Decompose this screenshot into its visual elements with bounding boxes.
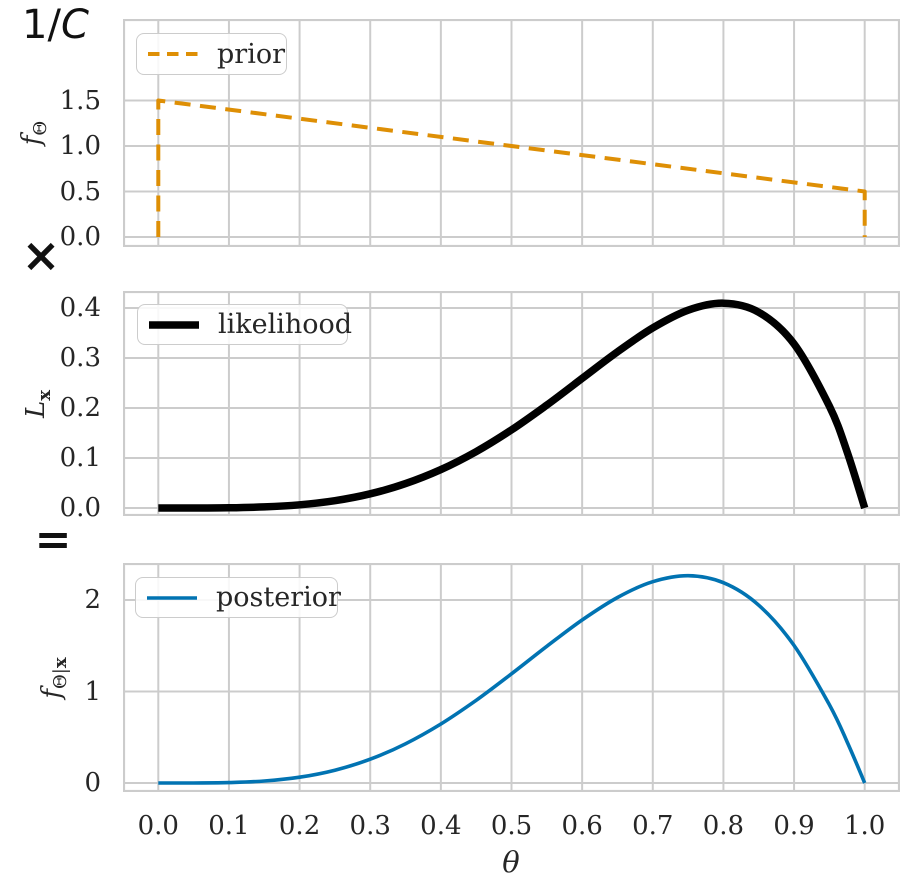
x-tick-label: 0.6 [561,811,603,841]
multiply-operator: × [21,228,61,282]
x-axis-label: θ [502,845,520,879]
y-axis-label-subscript-bold: x [50,656,71,668]
x-tick-label: 0.4 [420,811,462,841]
axes-border [123,291,900,516]
x-tick-label: 0.9 [773,811,815,841]
legend-prior: prior [136,33,287,75]
x-tick-label: 0.2 [278,811,321,841]
y-axis-label-main: L [21,400,51,418]
legend-label: posterior [216,582,341,613]
y-axis-label-main: f [17,135,47,146]
y-tick-label: 1 [84,676,101,707]
x-tick-label: 1.0 [844,811,886,841]
y-tick-label: 0.1 [59,443,101,473]
legend-line-sample [148,52,198,56]
y-axis-label-likelihood: Lx [21,390,55,418]
y-axis-label-subscript-bold: x [34,389,55,401]
y-tick-label: 0.0 [59,493,101,523]
x-tick-label: 0.5 [490,811,533,841]
y-tick-label: 0.5 [59,176,101,207]
y-tick-label: 0 [84,768,101,798]
normalizer-plain: 1/ [22,2,61,48]
y-tick-label: 1.0 [59,131,101,161]
likelihood-panel [123,291,900,516]
posterior-curve [158,573,867,785]
y-axis-label-prior: fΘ [17,121,51,146]
y-axis-label-subscript: Θ| [50,667,71,689]
legend-likelihood: likelihood [137,304,352,345]
y-axis-label-posterior: fΘ|x [37,657,71,699]
legend-label: likelihood [218,309,353,340]
y-tick-label: 0.2 [59,393,101,423]
equals-operator: = [34,514,72,566]
legend-line-sample [147,595,197,600]
x-tick-label: 0.8 [702,811,745,841]
normalizer-annotation: 1/C [22,2,89,48]
prior-curve [156,98,867,237]
axes-border [123,563,900,792]
likelihood-curve [158,299,869,512]
y-tick-label: 0.0 [59,222,101,252]
x-tick-label: 0.7 [632,811,674,841]
normalizer-constant: C [60,2,89,48]
y-tick-label: 2 [84,585,101,615]
y-tick-label: 0.3 [59,343,101,373]
x-tick-label: 0.1 [208,811,250,841]
y-tick-label: 0.4 [59,293,101,323]
axes-border [123,19,900,247]
prior-panel [123,19,900,247]
y-axis-label-subscript: Θ [30,120,51,136]
legend-line-sample [149,320,199,329]
x-tick-label: 0.0 [137,811,179,841]
y-tick-label: 1.5 [59,85,101,116]
legend-label: prior [217,38,285,70]
legend-posterior: posterior [135,577,341,618]
x-tick-label: 0.3 [349,811,391,841]
y-axis-label-main: f [37,688,67,699]
